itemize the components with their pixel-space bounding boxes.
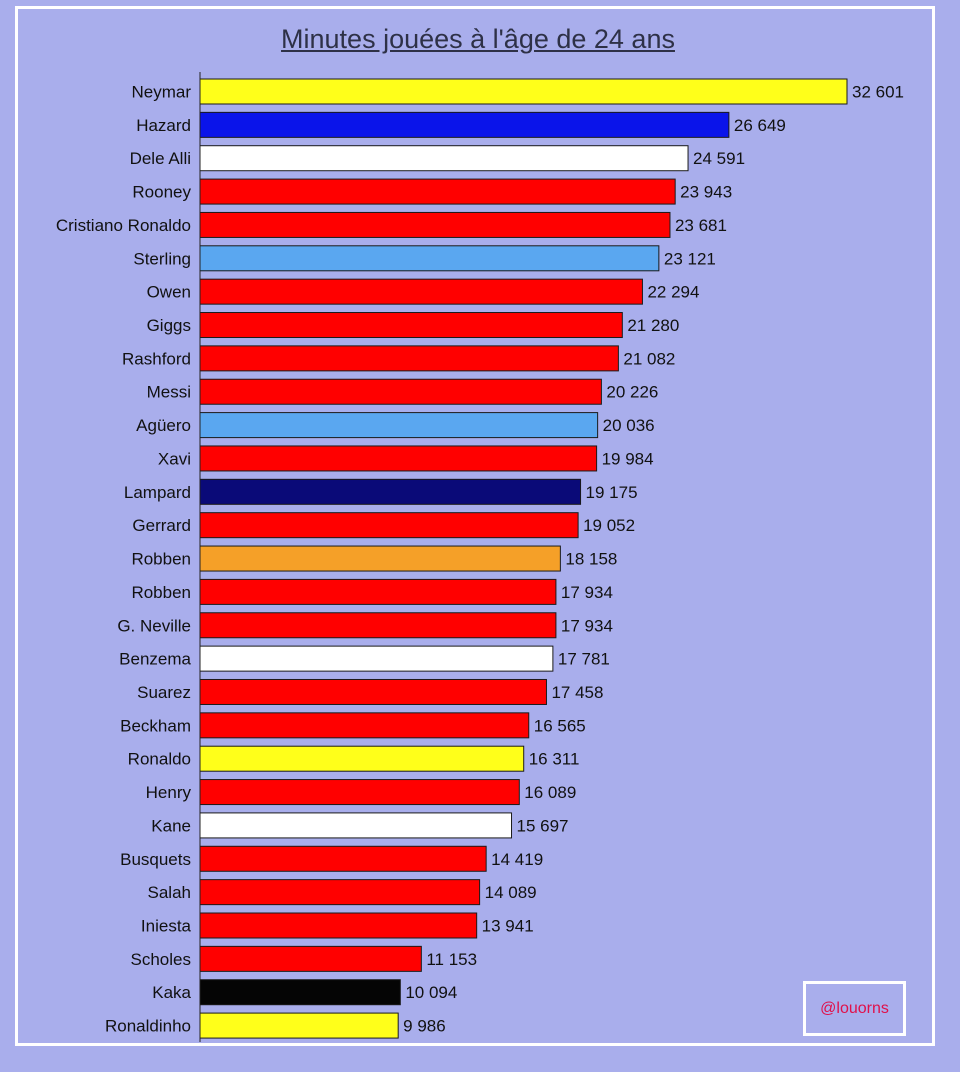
category-label: Xavi	[158, 449, 191, 468]
value-label: 23 681	[675, 216, 727, 235]
category-label: Salah	[148, 883, 191, 902]
value-label: 20 226	[606, 383, 658, 402]
value-label: 21 082	[623, 349, 675, 368]
category-label: Lampard	[124, 483, 191, 502]
value-label: 17 934	[561, 583, 613, 602]
bar	[199, 345, 619, 372]
category-label: Ronaldo	[128, 750, 191, 769]
chart-frame	[15, 6, 935, 1046]
category-label: Agüero	[136, 416, 191, 435]
bar	[199, 245, 660, 272]
value-label: 14 419	[491, 850, 543, 869]
value-label: 19 052	[583, 516, 635, 535]
category-label: Hazard	[136, 116, 191, 135]
bar	[199, 879, 481, 906]
value-label: 19 984	[602, 449, 654, 468]
category-label: Ronaldinho	[105, 1017, 191, 1036]
bar	[199, 979, 401, 1006]
bar	[199, 678, 547, 705]
bar	[199, 545, 561, 572]
value-label: 17 781	[558, 650, 610, 669]
bar	[199, 111, 730, 138]
bar	[199, 211, 671, 238]
bar	[199, 412, 599, 439]
value-label: 18 158	[565, 550, 617, 569]
category-label: Neymar	[131, 83, 191, 102]
bar	[199, 378, 602, 405]
category-label: Robben	[131, 550, 191, 569]
category-label: Scholes	[131, 950, 191, 969]
value-label: 17 934	[561, 616, 613, 635]
value-label: 16 565	[534, 716, 586, 735]
bar	[199, 745, 525, 772]
value-label: 14 089	[485, 883, 537, 902]
category-label: Sterling	[133, 249, 191, 268]
bar	[199, 945, 422, 972]
category-label: Beckham	[120, 716, 191, 735]
bar	[199, 145, 689, 172]
bar	[199, 312, 623, 339]
bar	[199, 478, 582, 505]
value-label: 11 153	[426, 950, 477, 969]
category-label: Giggs	[147, 316, 191, 335]
bar	[199, 512, 579, 539]
chart-title: Minutes jouées à l'âge de 24 ans	[281, 24, 675, 54]
category-label: Rashford	[122, 349, 191, 368]
bar	[199, 612, 557, 639]
bar	[199, 912, 478, 939]
category-label: Dele Alli	[130, 149, 191, 168]
category-label: Benzema	[119, 650, 191, 669]
bar	[199, 1012, 399, 1039]
value-label: 13 941	[482, 917, 534, 936]
value-label: 24 591	[693, 149, 745, 168]
bar	[199, 178, 676, 205]
value-label: 23 121	[664, 249, 716, 268]
category-label: Robben	[131, 583, 191, 602]
bar	[199, 845, 487, 872]
value-label: 15 697	[517, 816, 569, 835]
value-label: 10 094	[405, 983, 457, 1002]
category-label: Owen	[147, 283, 191, 302]
value-label: 16 089	[524, 783, 576, 802]
value-label: 17 458	[551, 683, 603, 702]
value-label: 23 943	[680, 183, 732, 202]
bar	[199, 712, 530, 739]
value-label: 20 036	[603, 416, 655, 435]
value-label: 9 986	[403, 1017, 446, 1036]
value-label: 32 601	[852, 83, 904, 102]
category-label: Busquets	[120, 850, 191, 869]
value-label: 26 649	[734, 116, 786, 135]
bar	[199, 278, 643, 305]
bar	[199, 445, 598, 472]
bar	[199, 779, 520, 806]
category-label: Suarez	[137, 683, 191, 702]
category-label: Kane	[151, 816, 191, 835]
category-label: Gerrard	[132, 516, 191, 535]
bar	[199, 78, 848, 105]
value-label: 16 311	[529, 750, 580, 769]
category-label: Rooney	[132, 183, 191, 202]
bar	[199, 645, 554, 672]
category-label: Henry	[146, 783, 192, 802]
value-label: 22 294	[647, 283, 699, 302]
category-label: Messi	[147, 383, 191, 402]
value-label: 21 280	[627, 316, 679, 335]
bar	[199, 578, 557, 605]
value-label: 19 175	[586, 483, 638, 502]
category-label: Kaka	[152, 983, 191, 1002]
category-label: Cristiano Ronaldo	[56, 216, 191, 235]
watermark-badge: @louorns	[803, 981, 906, 1036]
bar	[199, 812, 513, 839]
category-label: Iniesta	[141, 917, 192, 936]
category-label: G. Neville	[117, 616, 191, 635]
